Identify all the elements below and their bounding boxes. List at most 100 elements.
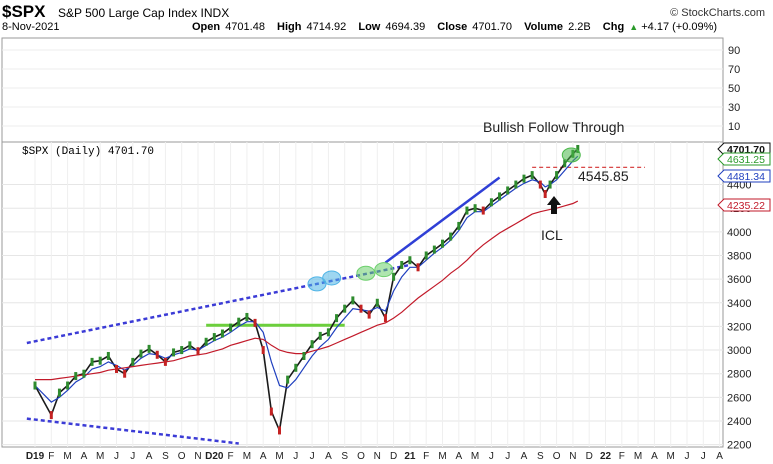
price-candle bbox=[538, 180, 542, 189]
upper-tick-label: 90 bbox=[728, 45, 740, 57]
price-candle bbox=[253, 318, 257, 327]
price-candle bbox=[318, 331, 322, 340]
price-candle bbox=[139, 349, 143, 358]
open-label: Open bbox=[192, 21, 221, 33]
high-value: 4714.92 bbox=[306, 21, 347, 33]
price-tag: 4235.22 bbox=[717, 198, 771, 212]
price-candle bbox=[473, 204, 477, 213]
price-candle bbox=[220, 329, 224, 338]
x-tick-label: N bbox=[194, 451, 201, 462]
price-candle bbox=[115, 364, 118, 373]
x-tick-label: D19 bbox=[26, 451, 45, 462]
x-tick-label: S bbox=[537, 451, 544, 462]
x-tick-label: O bbox=[553, 451, 561, 462]
price-candle bbox=[326, 328, 330, 337]
price-candle bbox=[278, 426, 281, 435]
x-tick-label: M bbox=[275, 451, 283, 462]
lower-trendline bbox=[26, 417, 239, 445]
y-tick-label: 3200 bbox=[727, 321, 751, 333]
x-tick-label: N bbox=[374, 451, 381, 462]
icl-annotation: ICL bbox=[541, 227, 563, 243]
upper-tick-label: 70 bbox=[728, 64, 740, 76]
x-tick-label: M bbox=[471, 451, 479, 462]
upper-trendline bbox=[26, 263, 411, 345]
price-panel bbox=[1, 141, 724, 448]
x-tick-label: A bbox=[325, 451, 332, 462]
price-candle bbox=[481, 206, 485, 215]
highlight-marker bbox=[356, 265, 376, 281]
price-candle bbox=[261, 346, 265, 355]
price-candle bbox=[74, 372, 78, 381]
open-value: 4701.48 bbox=[225, 21, 265, 33]
price-candle bbox=[563, 159, 567, 168]
price-candle bbox=[383, 314, 387, 323]
security-name: S&P 500 Large Cap Index INDX bbox=[58, 6, 230, 20]
price-candle bbox=[82, 369, 86, 378]
x-tick-label: A bbox=[455, 451, 462, 462]
price-candle bbox=[367, 310, 371, 319]
price-candle bbox=[548, 180, 552, 189]
price-tag-box bbox=[717, 152, 771, 166]
x-tick-label: J bbox=[685, 451, 690, 462]
price-candle bbox=[33, 381, 37, 390]
price-candle bbox=[416, 263, 420, 272]
x-tick-label: F bbox=[228, 451, 234, 462]
upper-tick-label: 10 bbox=[728, 121, 740, 133]
x-tick-label: J bbox=[489, 451, 494, 462]
price-candle bbox=[310, 340, 314, 349]
x-tick-label: O bbox=[178, 451, 186, 462]
price-candle bbox=[351, 296, 355, 305]
price-candle bbox=[269, 407, 273, 416]
x-tick-label: M bbox=[634, 451, 642, 462]
x-tick-label: F bbox=[619, 451, 625, 462]
x-tick-label: 22 bbox=[600, 451, 612, 462]
chg-label: Chg bbox=[602, 21, 625, 33]
price-candle bbox=[400, 260, 404, 269]
price-candle bbox=[66, 381, 70, 390]
price-candle bbox=[196, 347, 200, 356]
price-candle bbox=[424, 251, 428, 260]
low-label: Low bbox=[358, 21, 381, 33]
price-candle bbox=[188, 341, 192, 350]
price-tag-label: 4631.25 bbox=[727, 154, 765, 166]
price-candle bbox=[123, 369, 127, 378]
x-tick-label: 21 bbox=[404, 451, 416, 462]
x-tick-label: A bbox=[521, 451, 528, 462]
x-tick-label: M bbox=[96, 451, 104, 462]
brand-watermark: © StockCharts.com bbox=[670, 7, 765, 19]
x-tick-label: J bbox=[505, 451, 510, 462]
y-tick-label: 3400 bbox=[727, 298, 751, 310]
x-tick-label: J bbox=[310, 451, 315, 462]
y-tick-label: 2800 bbox=[727, 369, 751, 381]
price-tag-box bbox=[717, 169, 771, 183]
price-candle bbox=[392, 272, 396, 281]
x-tick-label: A bbox=[716, 451, 723, 462]
y-tick-label: 4000 bbox=[727, 227, 751, 239]
upper-tick-label: 50 bbox=[728, 83, 740, 95]
rising-trendline bbox=[384, 176, 501, 264]
price-candle bbox=[286, 375, 290, 384]
chg-value: +4.17 (+0.09%) bbox=[641, 21, 718, 33]
price-tag-label: 4481.34 bbox=[727, 171, 765, 183]
x-tick-label: D bbox=[586, 451, 593, 462]
ohlc-bar: Open 4701.48 High 4714.92 Low 4694.39 Cl… bbox=[192, 21, 717, 33]
x-tick-label: J bbox=[114, 451, 119, 462]
x-tick-label: A bbox=[146, 451, 153, 462]
price-candle bbox=[212, 333, 216, 342]
price-candle bbox=[106, 351, 110, 360]
y-tick-label: 2400 bbox=[727, 416, 751, 428]
price-candle bbox=[204, 337, 208, 346]
price-candle bbox=[237, 317, 241, 326]
x-tick-label: N bbox=[569, 451, 576, 462]
bullish-annotation: Bullish Follow Through bbox=[483, 119, 624, 135]
quote-date: 8-Nov-2021 bbox=[2, 21, 60, 33]
arrow-up-icon bbox=[547, 196, 561, 214]
x-tick-label: D20 bbox=[205, 451, 224, 462]
highlight-marker bbox=[322, 270, 342, 286]
price-candle bbox=[57, 388, 61, 397]
price-candle bbox=[302, 351, 306, 360]
price-candle bbox=[229, 323, 233, 332]
x-tick-label: M bbox=[63, 451, 71, 462]
price-candle bbox=[343, 304, 347, 313]
